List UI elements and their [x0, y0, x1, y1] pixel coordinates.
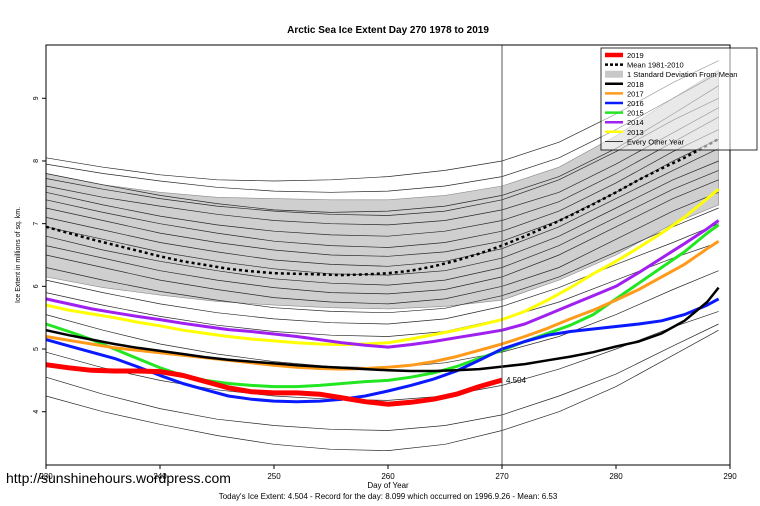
other-year-line: [45, 129, 719, 248]
legend-swatch: [605, 70, 623, 78]
series-line-2016: [45, 297, 720, 404]
other-year-line: [45, 116, 719, 237]
other-year-line: [45, 148, 719, 267]
x-axis: 230 240 250 260 270 280 290: [39, 465, 737, 481]
y-tick-label: 6: [33, 284, 40, 288]
series-line-2019: [45, 362, 503, 407]
footer-stats: Today's Ice Extent: 4.504 - Record for t…: [219, 492, 558, 501]
y-axis-label: Ice Extent in millions of sq. km.: [15, 207, 22, 303]
y-axis: 4 5 6 7 8 9: [33, 96, 46, 414]
current-value-label: 4.504: [506, 376, 527, 385]
x-tick-label: 290: [723, 472, 737, 481]
series-line-mean-1981-2010: [45, 137, 720, 277]
legend-label: 2017: [627, 89, 644, 98]
legend-label: 2015: [627, 109, 644, 118]
series-line-2017: [45, 239, 720, 371]
legend-label: 2013: [627, 128, 644, 137]
legend-label: 2014: [627, 118, 644, 127]
y-tick-label: 9: [33, 96, 40, 100]
legend-label: Mean 1981-2010: [627, 61, 684, 70]
y-tick-label: 7: [33, 222, 40, 226]
series-line-2018: [45, 286, 720, 373]
chart-title: Arctic Sea Ice Extent Day 270 1978 to 20…: [287, 25, 489, 36]
series-lines: [45, 137, 720, 407]
y-tick-label: 5: [33, 347, 40, 351]
other-year-line: [45, 242, 719, 337]
other-year-line: [45, 97, 719, 216]
other-year-line: [45, 323, 719, 431]
other-year-line: [45, 311, 719, 401]
other-year-line: [45, 107, 719, 226]
x-tick-label: 280: [609, 472, 623, 481]
legend-label: 2016: [627, 99, 644, 108]
legend-label: Every Other Year: [627, 137, 685, 146]
series-line-2014: [45, 219, 720, 349]
legend-label: 1 Standard Deviation From Mean: [627, 70, 737, 79]
other-year-line: [45, 329, 719, 451]
other-year-line: [45, 179, 719, 295]
x-tick-label: 270: [495, 472, 509, 481]
other-year-line: [45, 223, 719, 325]
x-tick-label: 230: [39, 472, 53, 481]
other-year-line: [45, 160, 719, 276]
x-tick-label: 250: [267, 472, 281, 481]
legend-label: 2018: [627, 80, 644, 89]
other-year-line: [45, 207, 719, 314]
y-tick-label: 8: [33, 159, 40, 163]
other-year-line: [45, 191, 719, 305]
legend-label: 2019: [627, 51, 644, 60]
other-year-line: [45, 170, 719, 286]
x-tick-label: 260: [381, 472, 395, 481]
y-tick-label: 4: [33, 410, 40, 414]
x-axis-label: Day of Year: [367, 481, 409, 490]
series-line-2013: [45, 188, 720, 347]
x-tick-label: 240: [153, 472, 167, 481]
legend-box: [600, 47, 758, 151]
watermark-url: http://sunshinehours.wordpress.com: [6, 470, 231, 486]
